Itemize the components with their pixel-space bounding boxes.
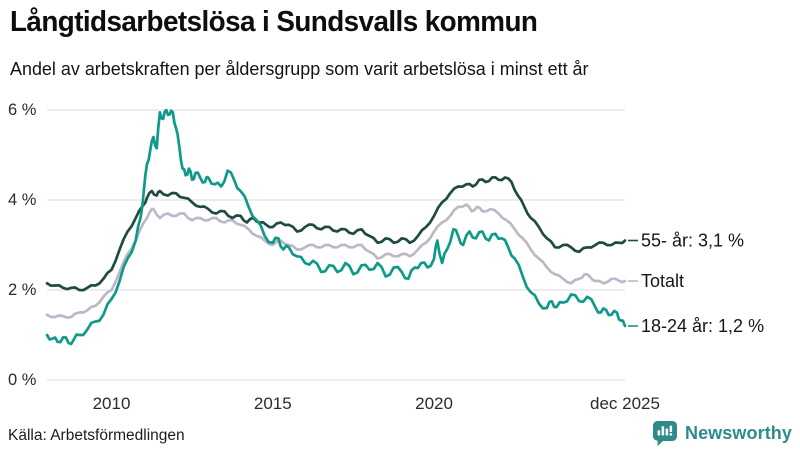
newsworthy-logo: Newsworthy <box>652 420 792 447</box>
page-title: Långtidsarbetslösa i Sundsvalls kommun <box>10 6 538 38</box>
x-tick-label: dec 2025 <box>590 394 660 413</box>
y-tick-label: 0 % <box>8 371 37 389</box>
chart-subtitle: Andel av arbetskraften per åldersgrupp s… <box>10 58 589 79</box>
series-line-totalt <box>45 203 627 320</box>
y-tick-label: 2 % <box>8 281 37 299</box>
series-end-label-55plus: 55- år: 3,1 % <box>641 231 744 251</box>
series-line-55plus <box>45 175 627 292</box>
x-tick-label: 2010 <box>93 394 131 413</box>
x-tick-label: 2015 <box>254 394 292 413</box>
x-tick-label: 2020 <box>415 394 453 413</box>
y-tick-label: 6 % <box>8 101 37 119</box>
series-end-label-totalt: Totalt <box>641 271 684 291</box>
series-line-18-24 <box>45 108 627 346</box>
source-credit: Källa: Arbetsförmedlingen <box>8 427 185 444</box>
newsworthy-wordmark: Newsworthy <box>684 423 792 443</box>
speech-bubble-bar-chart-icon <box>652 421 677 446</box>
y-tick-label: 4 % <box>8 191 37 209</box>
series-end-label-18-24: 18-24 år: 1,2 % <box>641 316 764 336</box>
